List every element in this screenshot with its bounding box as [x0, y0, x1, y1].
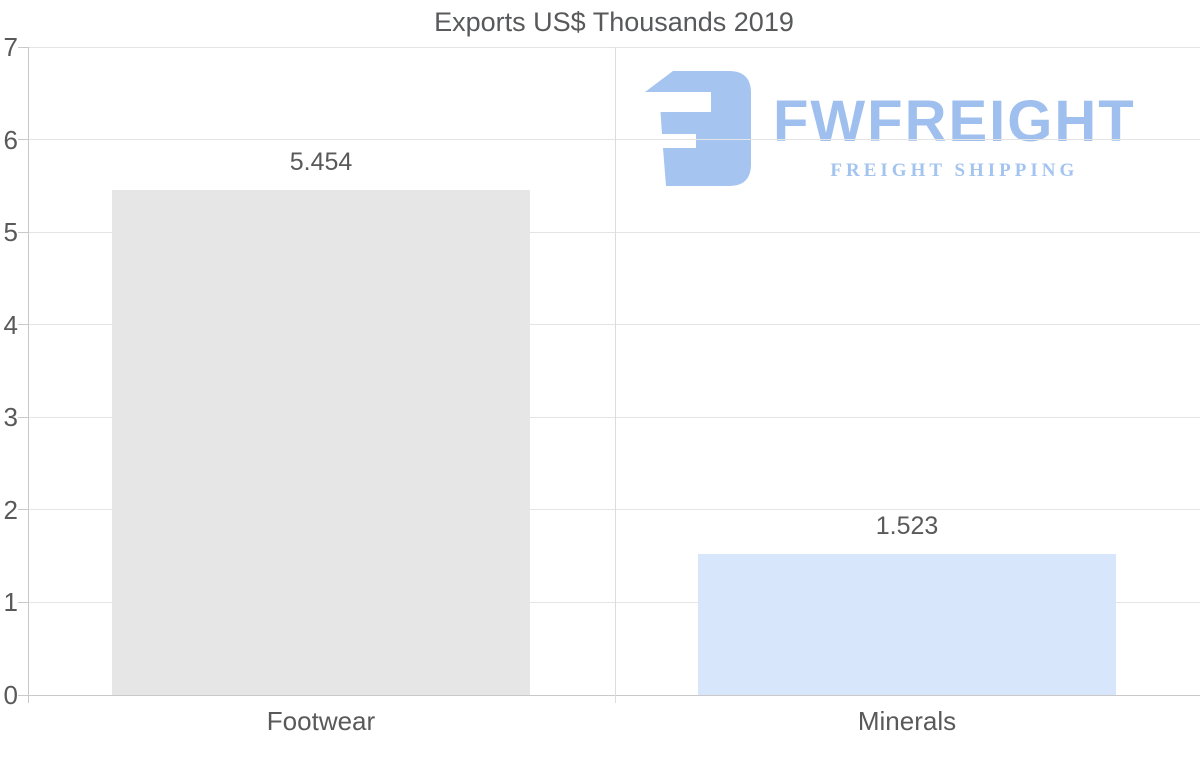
- x-axis-label-footwear: Footwear: [266, 706, 376, 736]
- brand-text-block: FWFREIGHT FREIGHT SHIPPING: [773, 71, 1136, 182]
- y-axis-label-1: 1: [3, 587, 18, 618]
- gridline-y-3: [28, 416, 1200, 418]
- y-axis-label-4: 4: [3, 309, 18, 340]
- y-axis-tick-7: [18, 46, 28, 48]
- y-axis-label-3: 3: [3, 402, 18, 433]
- gridline-y-6: [28, 139, 1200, 141]
- category-divider-line: [614, 47, 616, 703]
- gridline-y-2: [28, 509, 1200, 511]
- gridline-y-5: [28, 231, 1200, 233]
- y-axis-tick-6: [18, 139, 28, 141]
- value-label-minerals: 1.523: [875, 512, 939, 540]
- x-axis-label-minerals: Minerals: [857, 706, 957, 736]
- y-axis-label-6: 6: [3, 124, 18, 155]
- y-axis-tick-2: [18, 509, 28, 511]
- chart-title: Exports US$ Thousands 2019: [434, 7, 794, 37]
- brand-watermark: FWFREIGHT FREIGHT SHIPPING: [645, 71, 1136, 186]
- bar-minerals: [698, 554, 1116, 695]
- y-axis-tick-4: [18, 324, 28, 326]
- bar-footwear: [112, 190, 530, 695]
- y-axis-tick-5: [18, 231, 28, 233]
- y-axis-label-2: 2: [3, 494, 18, 525]
- y-axis-tick-0: [18, 694, 28, 696]
- y-axis-label-5: 5: [3, 217, 18, 248]
- gridline-y-7: [28, 46, 1200, 48]
- y-axis-line: [27, 47, 29, 703]
- y-axis-tick-3: [18, 416, 28, 418]
- fwfreight-logo-icon: [645, 71, 751, 186]
- gridline-y-0: [28, 694, 1200, 696]
- brand-tagline: FREIGHT SHIPPING: [830, 160, 1079, 181]
- y-axis-tick-1: [18, 601, 28, 603]
- gridline-y-4: [28, 324, 1200, 326]
- brand-name: FWFREIGHT: [773, 89, 1136, 154]
- value-label-footwear: 5.454: [289, 148, 353, 177]
- y-axis-label-0: 0: [3, 680, 18, 710]
- gridline-y-1: [28, 601, 1200, 603]
- y-axis-label-7: 7: [3, 32, 18, 62]
